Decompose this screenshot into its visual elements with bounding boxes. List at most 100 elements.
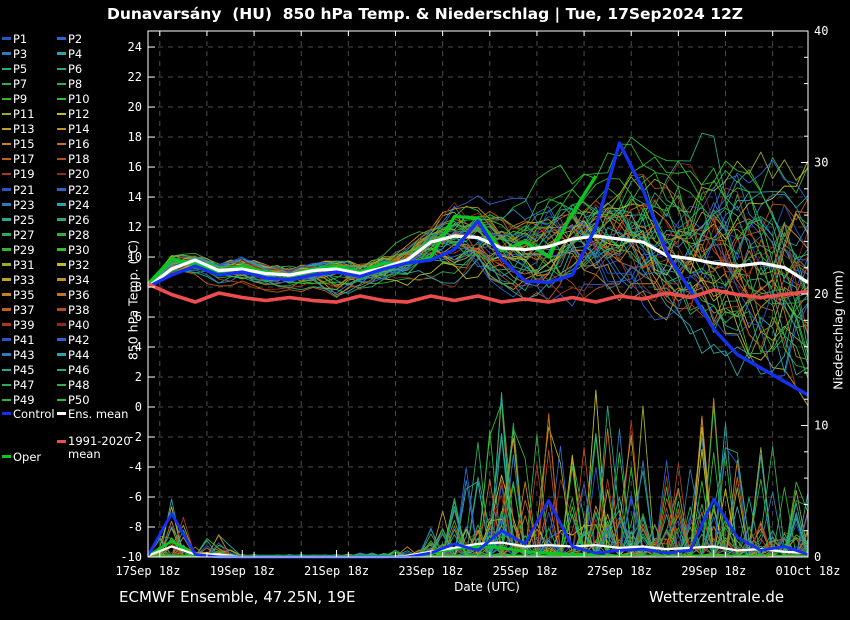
legend-item-label: P43 xyxy=(13,348,35,363)
left-tick-label: 10 xyxy=(128,250,142,264)
legend-item-label: P44 xyxy=(68,348,90,363)
right-tick-label: 40 xyxy=(814,24,828,38)
legend-item-label: P28 xyxy=(68,227,90,242)
legend-color-swatch xyxy=(57,353,66,357)
legend-item-label: Oper xyxy=(13,450,42,464)
legend-item-ens-mean: Ens. mean xyxy=(57,408,128,421)
legend-item-label: P39 xyxy=(13,317,35,332)
legend-item-label: P40 xyxy=(68,317,90,332)
legend-item-climate-mean: 1991-2020 mean xyxy=(57,435,140,461)
legend-color-swatch xyxy=(2,112,11,116)
legend-color-swatch xyxy=(57,187,66,191)
legend-color-swatch xyxy=(57,338,66,341)
left-tick-label: 16 xyxy=(128,160,142,174)
legend-item-label: P9 xyxy=(13,92,28,107)
legend-color-swatch xyxy=(57,37,66,40)
legend-item-label: P50 xyxy=(68,393,90,408)
legend-item-p17: P17 xyxy=(2,153,35,166)
legend-item-label: P20 xyxy=(68,167,90,182)
legend-item-p47: P47 xyxy=(2,379,35,392)
legend-item-label: P46 xyxy=(68,363,90,378)
left-tick-label: -10 xyxy=(120,550,142,564)
legend-item-p33: P33 xyxy=(2,272,35,287)
legend-item-p32: P32 xyxy=(57,257,90,272)
x-tick-label: 23Sep 18z xyxy=(398,564,463,578)
legend-item-label: P4 xyxy=(68,47,83,62)
legend-item-p26: P26 xyxy=(57,213,90,227)
oper-lines xyxy=(146,175,598,559)
legend-item-p30: P30 xyxy=(57,242,90,257)
legend-color-swatch xyxy=(2,157,11,161)
legend-item-label: P22 xyxy=(68,182,90,197)
legend-item-p50: P50 xyxy=(57,394,90,407)
legend-color-swatch xyxy=(57,398,66,402)
x-tick-label: 19Sep 18z xyxy=(210,564,275,578)
legend-color-swatch xyxy=(2,293,11,296)
legend-item-label: P33 xyxy=(13,272,35,287)
legend-item-label: P29 xyxy=(13,242,35,257)
legend-item-p16: P16 xyxy=(57,138,90,151)
left-tick-label: 4 xyxy=(135,340,142,354)
left-tick-label: 24 xyxy=(128,40,142,54)
legend-item-p13: P13 xyxy=(2,123,35,136)
x-tick-label: 01Oct 18z xyxy=(775,564,840,578)
control-temp-line xyxy=(147,141,809,397)
legend-item-p21: P21 xyxy=(2,183,35,197)
left-tick-label: -6 xyxy=(128,490,142,504)
legend-color-swatch xyxy=(2,187,11,191)
legend-item-label: P3 xyxy=(13,47,28,62)
legend-color-swatch xyxy=(2,142,11,146)
legend-item-oper: Oper xyxy=(2,451,41,464)
legend-color-swatch xyxy=(57,172,66,176)
legend-item-label: P6 xyxy=(68,62,83,77)
legend-item-label: P17 xyxy=(13,152,35,167)
legend-item-label: P37 xyxy=(13,302,35,317)
legend-color-swatch xyxy=(57,218,66,221)
legend-color-swatch xyxy=(2,202,11,206)
legend-color-swatch xyxy=(57,308,66,311)
legend-item-label: P23 xyxy=(13,197,35,212)
legend-item-label: P2 xyxy=(68,32,83,46)
legend-color-swatch xyxy=(2,263,11,266)
legend-item-label: P41 xyxy=(13,333,35,347)
legend-item-label: Control xyxy=(13,407,55,421)
climate-mean-temp-line xyxy=(147,282,809,304)
legend-item-label: P32 xyxy=(68,257,90,272)
legend-color-swatch xyxy=(2,248,11,251)
legend-item-label: P11 xyxy=(13,107,35,122)
legend-item-label: P31 xyxy=(13,257,35,272)
x-tick-label: 21Sep 18z xyxy=(304,564,369,578)
legend-item-p10: P10 xyxy=(57,93,90,106)
left-tick-label: -2 xyxy=(128,430,142,444)
legend-item-label: P7 xyxy=(13,77,28,92)
legend-color-swatch xyxy=(2,398,11,402)
chart-title: Dunavarsány (HU) 850 hPa Temp. & Nieders… xyxy=(107,5,743,23)
left-axis-label: 850 hPa Temp. (°C) xyxy=(125,239,141,361)
legend-color-swatch xyxy=(2,82,11,86)
x-tick-label: 17Sep 18z xyxy=(115,564,180,578)
legend-color-swatch xyxy=(57,263,66,266)
legend-item-p35: P35 xyxy=(2,287,35,302)
legend-item-p39: P39 xyxy=(2,317,35,332)
legend-color-swatch xyxy=(2,52,11,56)
legend-item-label: P49 xyxy=(13,393,35,408)
legend-color-swatch xyxy=(57,368,66,372)
legend-item-p11: P11 xyxy=(2,108,35,121)
legend-item-p27: P27 xyxy=(2,228,35,242)
legend-color-swatch xyxy=(2,338,11,341)
legend-color-swatch xyxy=(57,323,66,326)
ens-mean-temp-line xyxy=(147,234,809,289)
legend-item-p3: P3 xyxy=(2,48,27,61)
ensemble-legend: P1 P2 P3 P4 P5 P6 P7 P8 P9 P10 P11 P12 P13 P14 P15 P16 P… xyxy=(2,33,148,473)
legend-item-p25: P25 xyxy=(2,213,35,227)
legend-color-swatch xyxy=(57,293,66,296)
climate-mean-line xyxy=(147,282,809,304)
legend-item-label: P35 xyxy=(13,287,35,302)
legend-item-p15: P15 xyxy=(2,138,35,151)
legend-item-p1: P1 xyxy=(2,33,27,46)
legend-color-swatch xyxy=(2,67,11,71)
legend-color-swatch xyxy=(2,218,11,221)
legend-item-label: P30 xyxy=(68,242,90,257)
right-tick-label: 0 xyxy=(814,550,821,564)
